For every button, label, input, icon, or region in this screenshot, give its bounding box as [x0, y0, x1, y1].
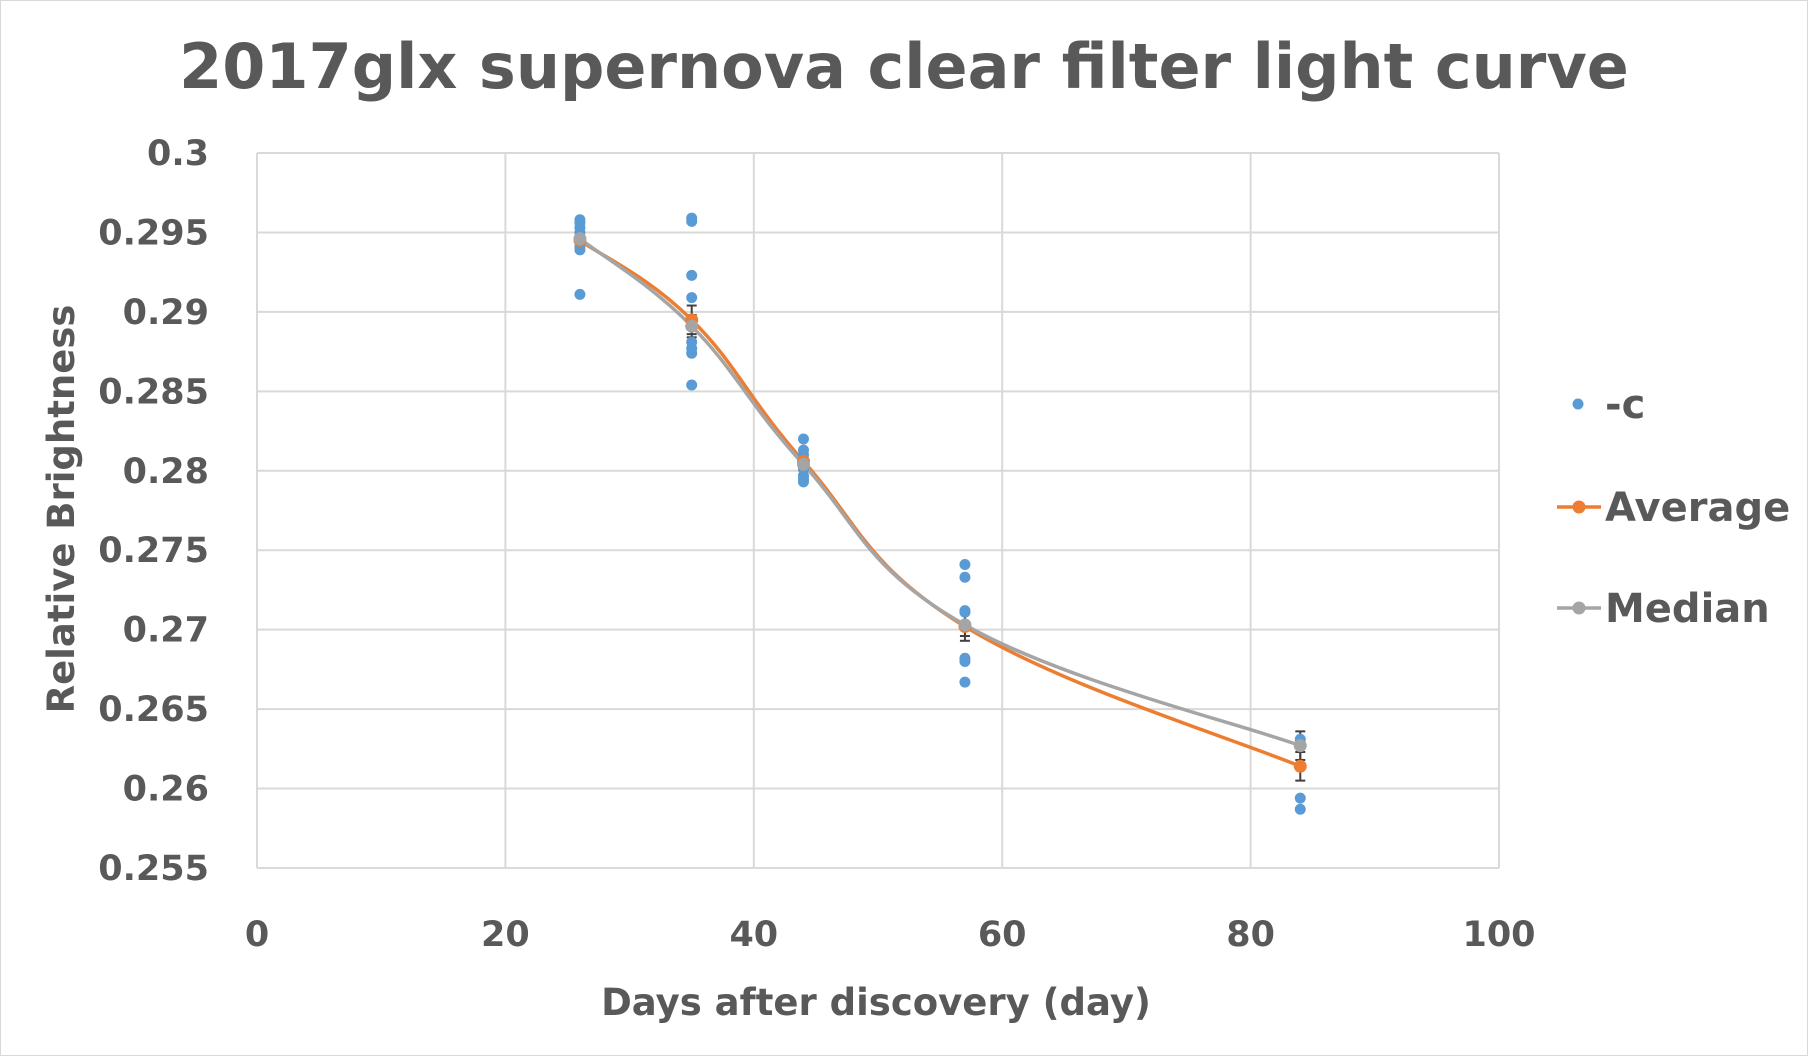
legend-label-median: Median — [1605, 586, 1770, 632]
y-axis-title: Relative Brightness — [40, 305, 83, 714]
scatter-point — [959, 606, 971, 618]
median-point — [1293, 739, 1307, 753]
x-tick-label: 100 — [1462, 915, 1535, 955]
scatter-point — [1294, 803, 1306, 815]
scatter-point — [797, 433, 809, 445]
y-tick-label: 0.3 — [147, 134, 209, 174]
legend: -c Average Median — [1557, 382, 1790, 632]
legend-marker-c — [1572, 398, 1584, 410]
scatter-point — [686, 347, 698, 359]
legend-marker-median — [1572, 601, 1586, 615]
median-point — [796, 457, 810, 471]
y-tick-label: 0.275 — [98, 531, 209, 571]
y-tick-label: 0.29 — [123, 293, 209, 333]
legend-marker-average — [1572, 500, 1586, 514]
y-axis-tick-labels: 0.255 0.26 0.265 0.27 0.275 0.28 0.285 0.29 0.29… — [98, 134, 209, 889]
legend-label-c: -c — [1605, 382, 1645, 428]
chart-title: 2017glx supernova clear filter light cur… — [179, 30, 1629, 103]
median-line — [578, 237, 1301, 748]
y-tick-label: 0.285 — [98, 372, 209, 412]
y-tick-label: 0.255 — [98, 849, 209, 889]
median-point — [958, 618, 972, 632]
x-tick-label: 20 — [481, 915, 530, 955]
scatter-point — [574, 288, 586, 300]
y-tick-label: 0.28 — [123, 452, 209, 492]
x-tick-label: 80 — [1226, 915, 1275, 955]
x-axis-tick-labels: 0 20 40 60 80 100 — [245, 915, 1536, 955]
average-point — [1293, 759, 1307, 773]
error-bars — [574, 233, 1306, 782]
x-axis-title: Days after discovery (day) — [601, 981, 1151, 1024]
scatter-point — [574, 244, 586, 256]
y-tick-label: 0.265 — [98, 690, 209, 730]
data-points — [573, 212, 1307, 815]
scatter-point — [686, 379, 698, 391]
legend-label-average: Average — [1605, 485, 1790, 531]
gridlines — [256, 152, 1500, 869]
y-tick-label: 0.295 — [98, 213, 209, 253]
series-lines — [578, 237, 1301, 768]
scatter-point — [686, 292, 698, 304]
y-tick-label: 0.27 — [123, 611, 209, 651]
scatter-point — [959, 676, 971, 688]
y-tick-label: 0.26 — [123, 770, 209, 810]
scatter-point — [959, 655, 971, 667]
scatter-point — [797, 476, 809, 488]
x-tick-label: 40 — [729, 915, 778, 955]
scatter-point — [686, 269, 698, 281]
scatter-point — [1294, 792, 1306, 804]
scatter-point — [959, 571, 971, 583]
median-point — [573, 232, 587, 246]
scatter-point — [686, 215, 698, 227]
median-point — [685, 319, 699, 333]
x-tick-label: 60 — [978, 915, 1027, 955]
scatter-point — [959, 559, 971, 571]
x-tick-label: 0 — [245, 915, 269, 955]
